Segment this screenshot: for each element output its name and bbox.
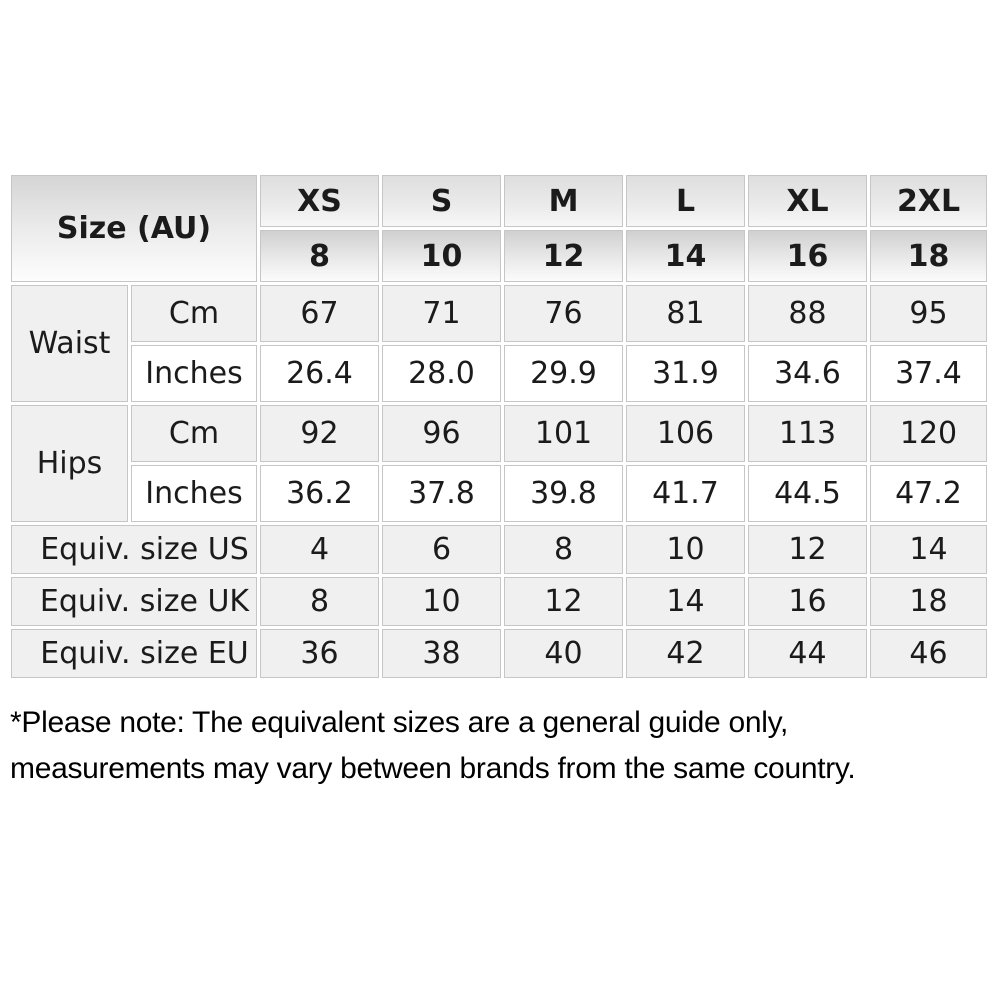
waist-row-label: Waist bbox=[11, 285, 128, 402]
hips-cm-value: 113 bbox=[748, 405, 867, 462]
au-number-16: 16 bbox=[748, 230, 867, 282]
header-row-au-numbers: 8 10 12 14 16 18 bbox=[11, 230, 987, 282]
footnote-line-1: *Please note: The equivalent sizes are a… bbox=[10, 706, 789, 739]
equiv-eu-value: 46 bbox=[870, 629, 987, 678]
equiv-eu-value: 40 bbox=[504, 629, 623, 678]
footnote: *Please note: The equivalent sizes are a… bbox=[10, 700, 970, 792]
equiv-us-label: Equiv. size US bbox=[11, 525, 257, 574]
equiv-uk-label: Equiv. size UK bbox=[11, 577, 257, 626]
au-number-14: 14 bbox=[626, 230, 745, 282]
footnote-line-2: measurements may vary between brands fro… bbox=[10, 752, 856, 785]
equiv-eu-row: Equiv. size EU 36 38 40 42 44 46 bbox=[11, 629, 987, 678]
hips-cm-value: 101 bbox=[504, 405, 623, 462]
equiv-us-value: 14 bbox=[870, 525, 987, 574]
size-header-xl: XL bbox=[748, 175, 867, 227]
au-number-18: 18 bbox=[870, 230, 987, 282]
waist-cm-value: 71 bbox=[382, 285, 501, 342]
corner-header-cell: Size (AU) bbox=[11, 175, 257, 282]
equiv-us-value: 6 bbox=[382, 525, 501, 574]
hips-inches-unit-label: Inches bbox=[131, 465, 257, 522]
waist-cm-value: 81 bbox=[626, 285, 745, 342]
waist-inches-unit-label: Inches bbox=[131, 345, 257, 402]
waist-cm-value: 76 bbox=[504, 285, 623, 342]
waist-cm-value: 67 bbox=[260, 285, 379, 342]
waist-cm-unit-label: Cm bbox=[131, 285, 257, 342]
au-number-10: 10 bbox=[382, 230, 501, 282]
hips-cm-value: 120 bbox=[870, 405, 987, 462]
size-header-m: M bbox=[504, 175, 623, 227]
equiv-us-value: 4 bbox=[260, 525, 379, 574]
equiv-uk-value: 8 bbox=[260, 577, 379, 626]
waist-cm-row: Waist Cm 67 71 76 81 88 95 bbox=[11, 285, 987, 402]
size-header-2xl: 2XL bbox=[870, 175, 987, 227]
size-chart-table: Size (AU) XS S M L XL 2XL 8 10 12 14 16 … bbox=[8, 172, 990, 681]
equiv-us-value: 8 bbox=[504, 525, 623, 574]
size-header-xs: XS bbox=[260, 175, 379, 227]
equiv-eu-value: 36 bbox=[260, 629, 379, 678]
equiv-eu-value: 38 bbox=[382, 629, 501, 678]
equiv-eu-value: 42 bbox=[626, 629, 745, 678]
au-number-8: 8 bbox=[260, 230, 379, 282]
waist-inches-value: 31.9 bbox=[626, 345, 745, 402]
size-header-s: S bbox=[382, 175, 501, 227]
hips-cm-value: 106 bbox=[626, 405, 745, 462]
waist-inches-value: 29.9 bbox=[504, 345, 623, 402]
equiv-uk-value: 12 bbox=[504, 577, 623, 626]
waist-cm-value: 95 bbox=[870, 285, 987, 342]
equiv-uk-value: 16 bbox=[748, 577, 867, 626]
header-row-sizes: Size (AU) XS S M L XL 2XL bbox=[11, 175, 987, 282]
equiv-eu-value: 44 bbox=[748, 629, 867, 678]
hips-inches-row: Inches 36.2 37.8 39.8 41.7 44.5 47.2 bbox=[11, 465, 987, 522]
hips-cm-row: Hips Cm 92 96 101 106 113 120 bbox=[11, 405, 987, 522]
waist-inches-value: 28.0 bbox=[382, 345, 501, 402]
equiv-us-row: Equiv. size US 4 6 8 10 12 14 bbox=[11, 525, 987, 574]
hips-cm-unit-label: Cm bbox=[131, 405, 257, 462]
waist-inches-value: 37.4 bbox=[870, 345, 987, 402]
waist-inches-row: Inches 26.4 28.0 29.9 31.9 34.6 37.4 bbox=[11, 345, 987, 402]
equiv-uk-value: 10 bbox=[382, 577, 501, 626]
waist-inches-value: 34.6 bbox=[748, 345, 867, 402]
au-number-12: 12 bbox=[504, 230, 623, 282]
equiv-uk-value: 18 bbox=[870, 577, 987, 626]
equiv-us-value: 10 bbox=[626, 525, 745, 574]
hips-inches-value: 47.2 bbox=[870, 465, 987, 522]
hips-inches-value: 37.8 bbox=[382, 465, 501, 522]
hips-cm-value: 92 bbox=[260, 405, 379, 462]
hips-inches-value: 41.7 bbox=[626, 465, 745, 522]
hips-inches-value: 44.5 bbox=[748, 465, 867, 522]
hips-cm-value: 96 bbox=[382, 405, 501, 462]
equiv-us-value: 12 bbox=[748, 525, 867, 574]
equiv-uk-row: Equiv. size UK 8 10 12 14 16 18 bbox=[11, 577, 987, 626]
hips-inches-value: 39.8 bbox=[504, 465, 623, 522]
equiv-uk-value: 14 bbox=[626, 577, 745, 626]
waist-inches-value: 26.4 bbox=[260, 345, 379, 402]
hips-inches-value: 36.2 bbox=[260, 465, 379, 522]
size-header-l: L bbox=[626, 175, 745, 227]
hips-row-label: Hips bbox=[11, 405, 128, 522]
size-chart-container: Size (AU) XS S M L XL 2XL 8 10 12 14 16 … bbox=[8, 172, 990, 681]
waist-cm-value: 88 bbox=[748, 285, 867, 342]
equiv-eu-label: Equiv. size EU bbox=[11, 629, 257, 678]
